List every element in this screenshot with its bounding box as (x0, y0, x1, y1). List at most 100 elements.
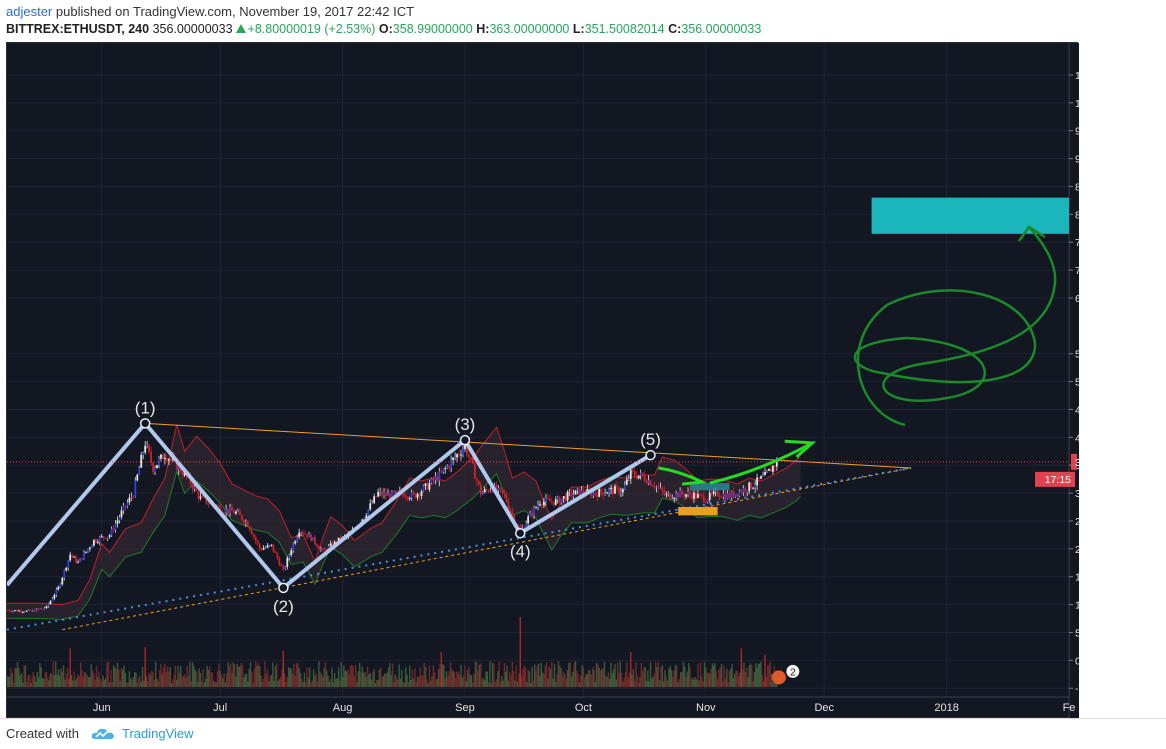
symbol-label: BITTREX:ETHUSDT, 240 (6, 22, 150, 36)
volume-bar (448, 671, 450, 688)
candle-body (98, 536, 101, 543)
volume-bar (433, 672, 436, 688)
volume-bar (472, 682, 474, 688)
candle-body (270, 544, 273, 546)
candle-body (260, 549, 263, 551)
candle-body (280, 565, 283, 567)
candle-body (657, 486, 660, 488)
volume-bar (41, 678, 44, 688)
volume-bar (319, 671, 321, 688)
wave-label: (1) (135, 398, 156, 417)
volume-bar (219, 670, 221, 688)
author-link[interactable]: adjester (6, 4, 53, 19)
volume-bar (620, 673, 623, 688)
volume-bar (532, 680, 535, 688)
volume-bar (669, 665, 671, 688)
volume-bar (698, 680, 700, 688)
volume-bar (83, 672, 86, 688)
candle-body (331, 543, 334, 547)
candle-body (716, 490, 719, 496)
volume-bar (258, 666, 261, 688)
volume-bar (15, 668, 17, 688)
tradingview-link[interactable]: TradingView (122, 726, 194, 741)
volume-bar (569, 662, 571, 688)
volume-bar (240, 662, 242, 688)
volume-bar (623, 677, 625, 688)
candle-body (698, 494, 701, 496)
volume-bar (37, 677, 40, 688)
volume-bar (61, 671, 63, 688)
candle-body (310, 534, 312, 541)
volume-bar (68, 678, 70, 688)
price-chart[interactable]: (1) (2) (3) (4) (5) 2 1050.00000000 1000.000000… (7, 43, 1079, 719)
candle-body (296, 536, 299, 542)
volume-bar (140, 681, 142, 688)
arrow-up-stroke (709, 441, 814, 485)
candle-body (154, 468, 156, 472)
candle-body (468, 454, 470, 458)
candle-body (233, 511, 235, 514)
candle-body (720, 496, 723, 498)
volume-bar (170, 683, 173, 688)
volume-bar (741, 669, 744, 688)
candle-body (85, 551, 87, 553)
volume-bar (194, 669, 196, 688)
volume-bar (509, 672, 511, 688)
candle-body (19, 610, 22, 612)
volume-bar (383, 673, 386, 688)
volume-bar (616, 662, 619, 688)
candle-body (704, 502, 707, 504)
volume-bar (605, 676, 607, 688)
chart-panel[interactable]: (1) (2) (3) (4) (5) 2 1050.00000000 1000.000000… (6, 42, 1079, 719)
candle-body (114, 523, 117, 530)
candle-body (262, 548, 265, 550)
elliott-wave-line (7, 421, 652, 590)
candle-body (21, 611, 24, 613)
volume-bar (611, 673, 614, 688)
arrow-down-head (681, 474, 708, 486)
candle-body (671, 498, 674, 500)
volume-bar (765, 676, 768, 688)
volume-bar (485, 671, 487, 688)
volume-bar (81, 670, 83, 688)
volume-bar (122, 669, 124, 688)
y-tick-label: 300.00000000 (1075, 488, 1079, 500)
volume-bar (408, 665, 411, 688)
volume-bar (293, 664, 295, 688)
candle-body (246, 521, 249, 527)
published-line: adjester published on TradingView.com, N… (6, 4, 414, 19)
candle-body (379, 491, 381, 493)
volume-bar (435, 679, 437, 688)
volume-bar (353, 675, 356, 688)
candle-body (274, 551, 277, 554)
volume-bar (54, 661, 57, 688)
volume-bar (333, 673, 336, 688)
created-with-text: Created with (6, 726, 79, 741)
candle-body (503, 493, 506, 495)
candle-body (371, 502, 374, 504)
volume-bar (570, 676, 573, 688)
volume-bar (565, 678, 567, 688)
candle-body (197, 491, 200, 499)
volume-bar (436, 678, 439, 688)
volume-bar (497, 670, 499, 688)
volume-bar (466, 670, 469, 688)
candle-body (94, 539, 97, 543)
volume-bar (585, 673, 587, 688)
volume-bar (203, 682, 206, 688)
candle-body (55, 589, 58, 596)
candle-body (602, 492, 605, 496)
candle-body (499, 487, 502, 490)
volume-bar (609, 678, 611, 688)
candle-body (49, 601, 52, 605)
volume-bar (768, 665, 770, 688)
candle-body (128, 497, 131, 503)
volume-bar (753, 672, 756, 688)
candle-body (570, 491, 573, 497)
volume-bar (760, 661, 762, 688)
volume-bar (277, 681, 279, 688)
arrow-up-head (784, 439, 817, 458)
volume-bar (505, 671, 507, 688)
volume-bar (636, 675, 639, 688)
candle-body (501, 489, 504, 494)
